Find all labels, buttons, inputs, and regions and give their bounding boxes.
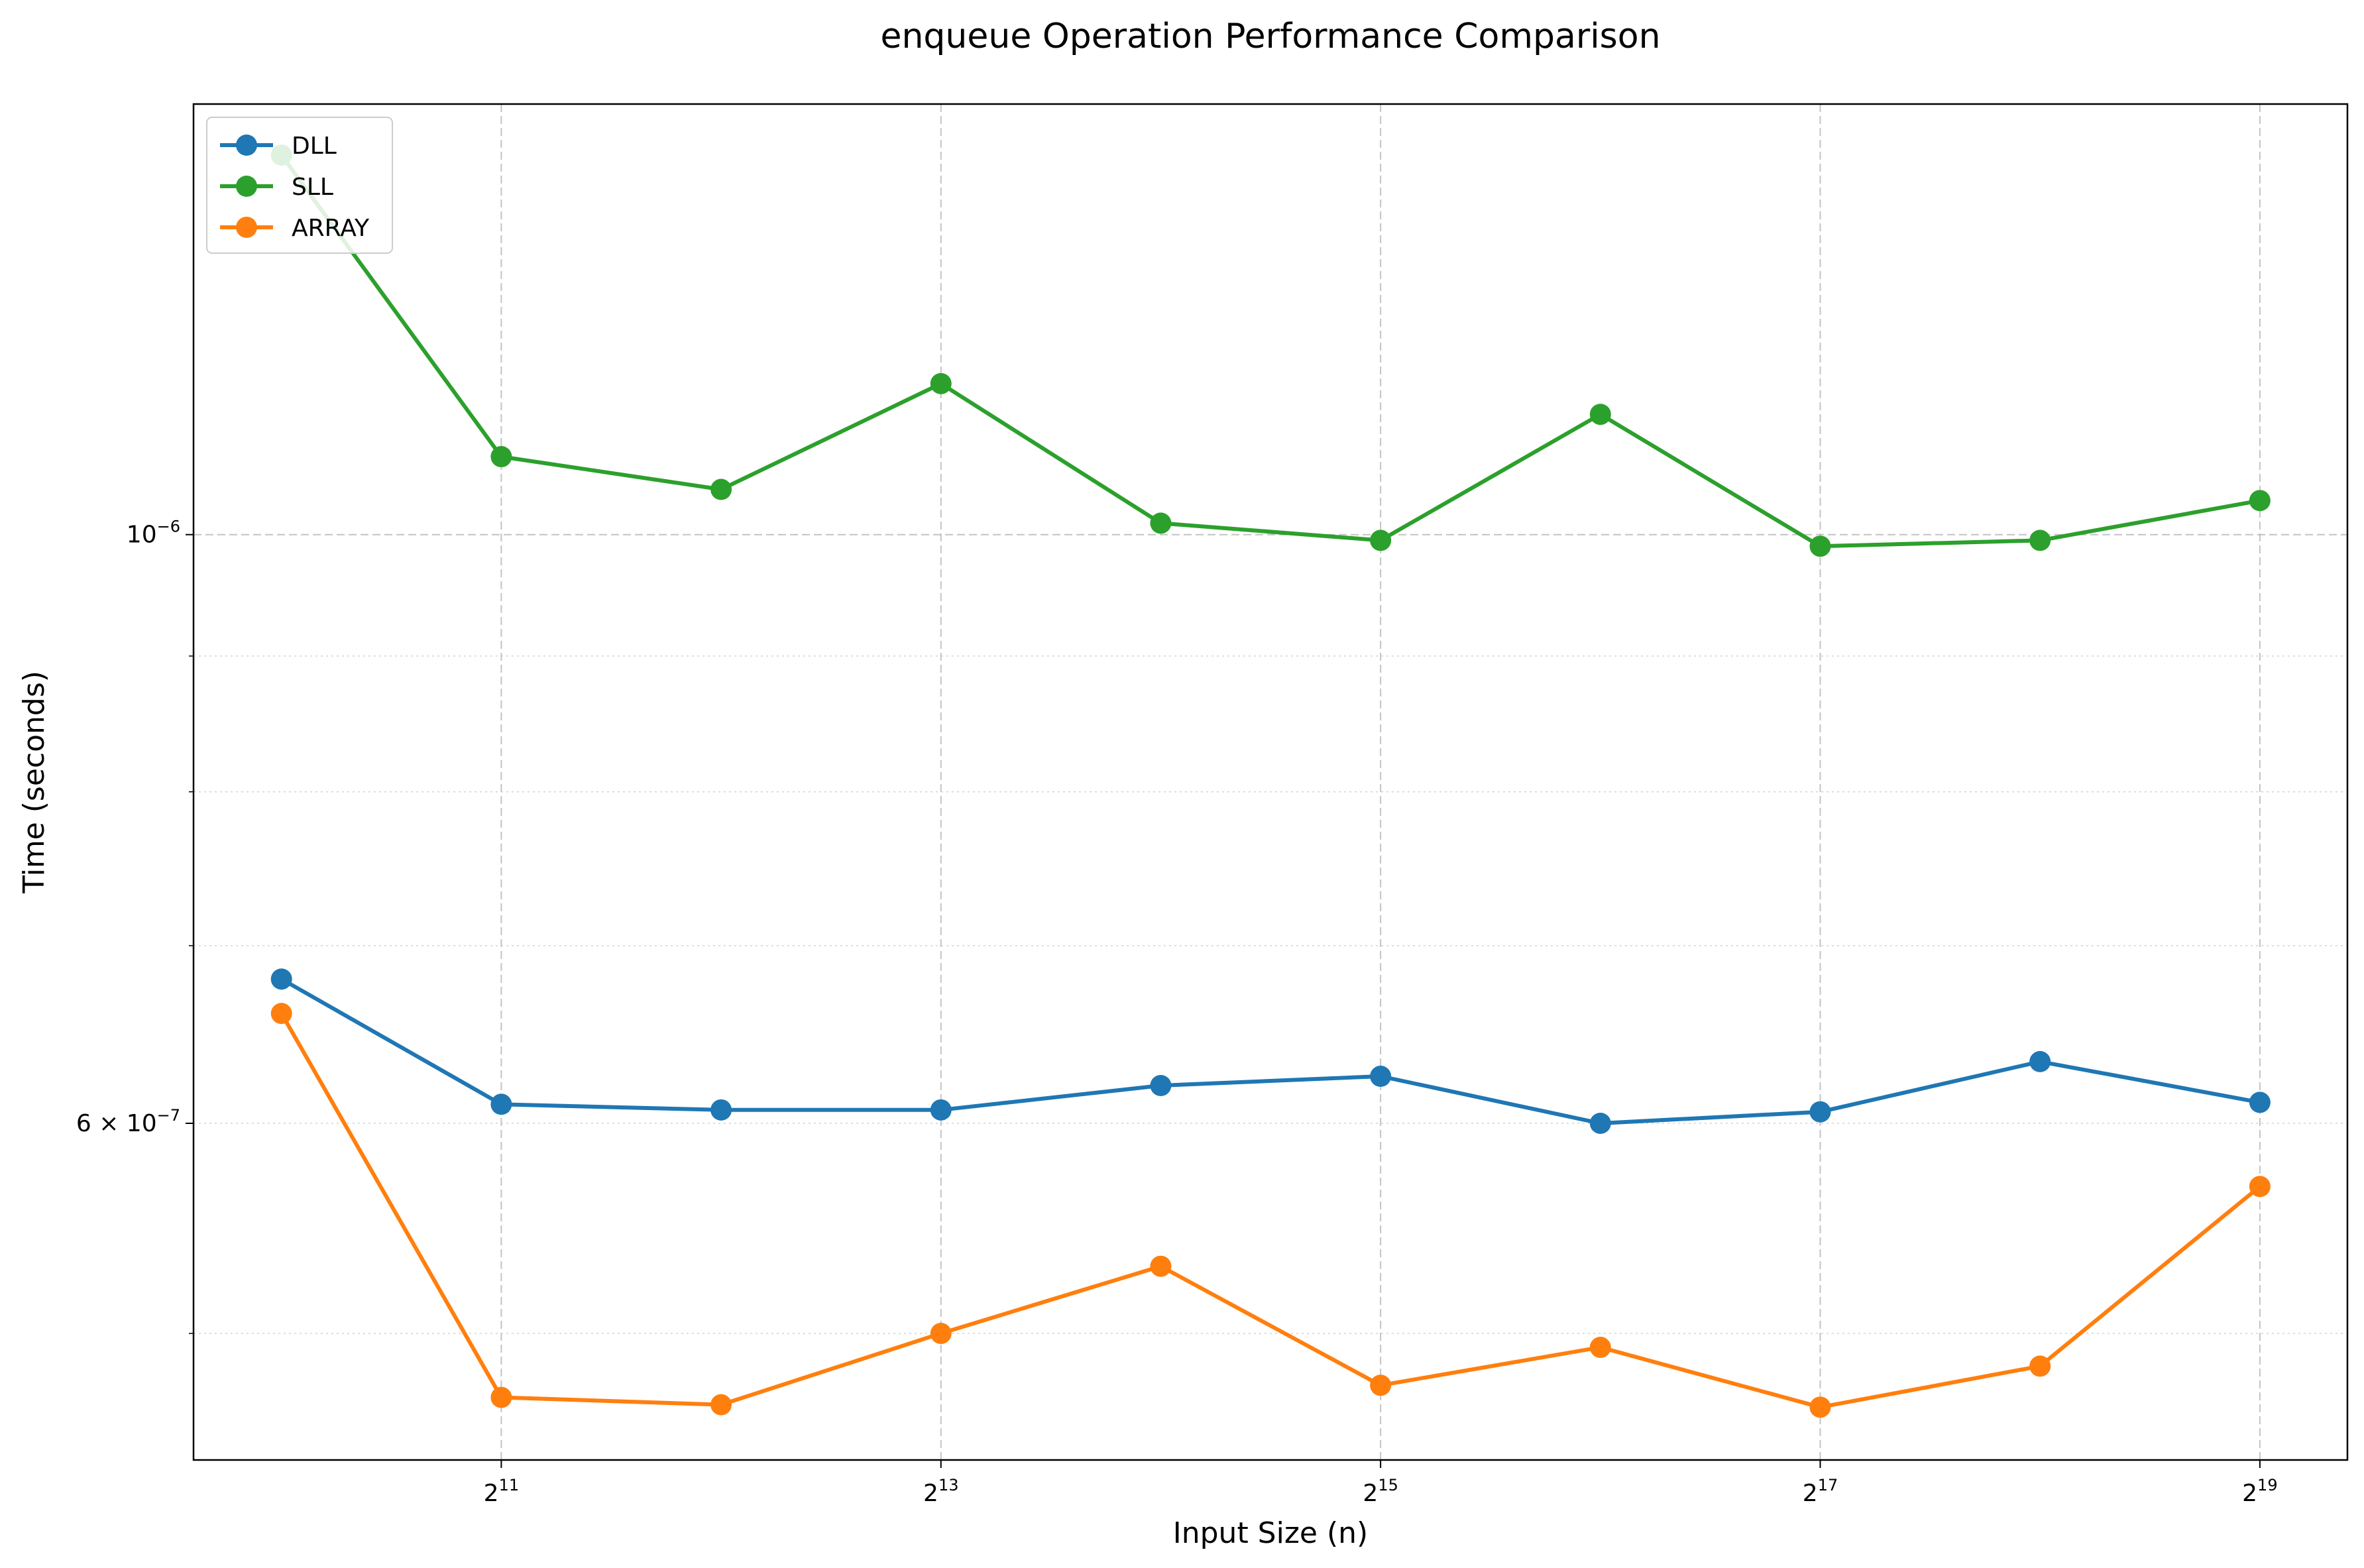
legend-label-dll: DLL [292, 133, 337, 160]
data-point-sll [930, 372, 952, 394]
legend: DLL SLL ARRAY [206, 117, 393, 254]
x-tick-label: 217 [1803, 1476, 1838, 1507]
x-tick-label: 213 [923, 1476, 958, 1507]
legend-label-array: ARRAY [292, 215, 370, 242]
data-point-dll [2029, 1050, 2051, 1072]
data-point-array [930, 1323, 952, 1345]
data-point-sll [1589, 404, 1611, 425]
data-point-dll [2249, 1092, 2271, 1113]
y-tick-label: 10−6 [127, 518, 180, 549]
series-line-dll [280, 977, 2261, 1125]
data-point-array [1370, 1374, 1392, 1396]
data-point-dll [270, 968, 292, 990]
series-line-array [280, 1012, 2261, 1410]
legend-label-sll: SLL [292, 174, 333, 201]
series-layer [270, 144, 2271, 1418]
data-point-array [2249, 1176, 2271, 1198]
data-point-dll [930, 1099, 952, 1121]
data-point-dll [1589, 1112, 1611, 1134]
grid-lines [194, 104, 2347, 1460]
x-axis-label: Input Size (n) [1173, 1516, 1368, 1550]
x-tick-label: 219 [2242, 1476, 2277, 1507]
data-point-sll [490, 446, 512, 468]
data-point-sll [2029, 530, 2051, 551]
data-point-sll [710, 478, 732, 500]
data-point-array [270, 1003, 292, 1025]
legend-marker-sll [236, 176, 257, 197]
x-tick-label: 211 [484, 1476, 519, 1507]
legend-marker-dll [236, 135, 257, 156]
data-point-array [2029, 1355, 2051, 1377]
data-point-dll [1370, 1066, 1392, 1088]
data-point-sll [1370, 530, 1392, 551]
y-tick-label: 6 × 10−7 [76, 1106, 180, 1137]
series-line-sll [280, 154, 2261, 549]
data-point-array [1150, 1255, 1172, 1277]
y-axis-label: Time (seconds) [17, 671, 51, 894]
data-point-array [710, 1394, 732, 1416]
legend-marker-array [236, 217, 257, 238]
x-axis-ticks: 211 213 215 217 219 [484, 1460, 2278, 1507]
series-array [270, 1003, 2271, 1418]
data-point-sll [1150, 512, 1172, 534]
data-point-dll [1809, 1101, 1831, 1123]
plot-frame [192, 103, 2349, 1461]
data-point-dll [490, 1093, 512, 1115]
data-point-dll [710, 1099, 732, 1121]
series-dll [270, 968, 2271, 1134]
data-point-sll [1809, 535, 1831, 557]
chart-title: enqueue Operation Performance Comparison [880, 17, 1660, 56]
x-tick-label: 215 [1363, 1476, 1398, 1507]
data-point-dll [1150, 1074, 1172, 1096]
data-point-array [490, 1386, 512, 1408]
data-point-sll [2249, 490, 2271, 512]
y-axis-ticks: 10−6 6 × 10−7 [76, 518, 194, 1334]
data-point-array [1809, 1396, 1831, 1418]
data-point-array [1589, 1337, 1611, 1359]
